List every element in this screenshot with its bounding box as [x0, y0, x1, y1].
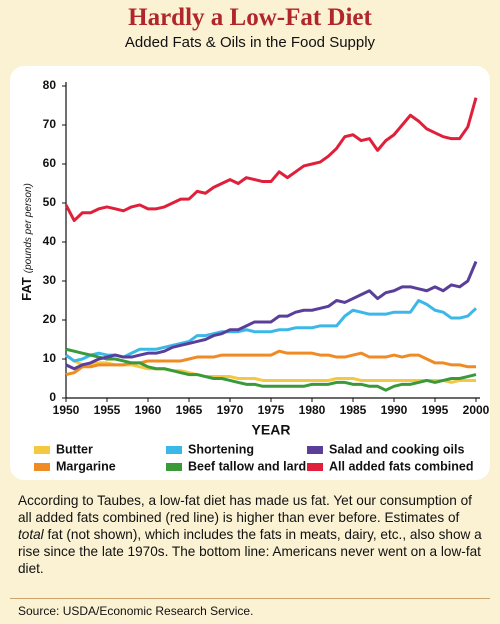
y-tick-label: 10 — [43, 351, 57, 365]
x-tick-label: 1970 — [217, 403, 244, 417]
legend-label: Beef tallow and lard — [188, 459, 306, 473]
series-line — [65, 260, 478, 371]
x-tick-label: 1965 — [176, 403, 203, 417]
divider — [10, 598, 490, 599]
y-tick-label: 80 — [43, 78, 57, 92]
x-tick-label: 1975 — [258, 403, 285, 417]
x-tick-label: 1980 — [299, 403, 326, 417]
y-axis-label-main: FAT — [19, 277, 34, 301]
x-tick-label: 1960 — [135, 403, 162, 417]
caption-text: According to Taubes, a low-fat diet has … — [18, 493, 472, 525]
caption: According to Taubes, a low-fat diet has … — [18, 492, 486, 577]
x-tick-label: 1990 — [381, 403, 408, 417]
caption-emphasis: total — [18, 527, 44, 542]
chart-subtitle: Added Fats & Oils in the Food Supply — [124, 34, 376, 51]
y-axis-label: FAT (pounds per person) — [19, 183, 34, 301]
legend-label: Salad and cooking oils — [329, 442, 464, 456]
y-tick-label: 60 — [43, 156, 57, 170]
x-tick-label: 2000 — [463, 403, 490, 417]
x-tick-label: 1995 — [422, 403, 449, 417]
legend-label: Butter — [56, 442, 93, 456]
legend-swatch — [307, 463, 323, 471]
legend-label: Shortening — [188, 442, 254, 456]
y-tick-label: 30 — [43, 273, 57, 287]
caption-text: fat (not shown), which includes the fats… — [18, 527, 482, 576]
chart-title: Hardly a Low-Fat Diet — [128, 4, 372, 31]
series-line — [64, 97, 478, 223]
y-axis-label-unit: (pounds per person) — [23, 183, 34, 273]
x-tick-label: 1985 — [340, 403, 367, 417]
y-tick-label: 70 — [43, 117, 57, 131]
legend-swatch — [34, 463, 50, 471]
source: Source: USDA/Economic Research Service. — [18, 604, 254, 618]
legend-swatch — [307, 446, 323, 454]
legend-swatch — [166, 463, 182, 471]
y-tick-label: 20 — [43, 312, 57, 326]
plot-panel — [10, 66, 490, 480]
y-tick-label: 0 — [49, 390, 56, 404]
legend-label: All added fats combined — [329, 459, 473, 473]
x-tick-label: 1950 — [53, 403, 80, 417]
legend-swatch — [34, 446, 50, 454]
series-line — [65, 299, 478, 363]
series-line — [65, 353, 476, 384]
y-tick-label: 40 — [43, 234, 57, 248]
y-tick-label: 50 — [43, 195, 57, 209]
series-line — [65, 347, 477, 392]
x-axis-label: YEAR — [252, 422, 291, 438]
x-tick-label: 1955 — [94, 403, 121, 417]
legend-swatch — [166, 446, 182, 454]
legend-label: Margarine — [56, 459, 116, 473]
